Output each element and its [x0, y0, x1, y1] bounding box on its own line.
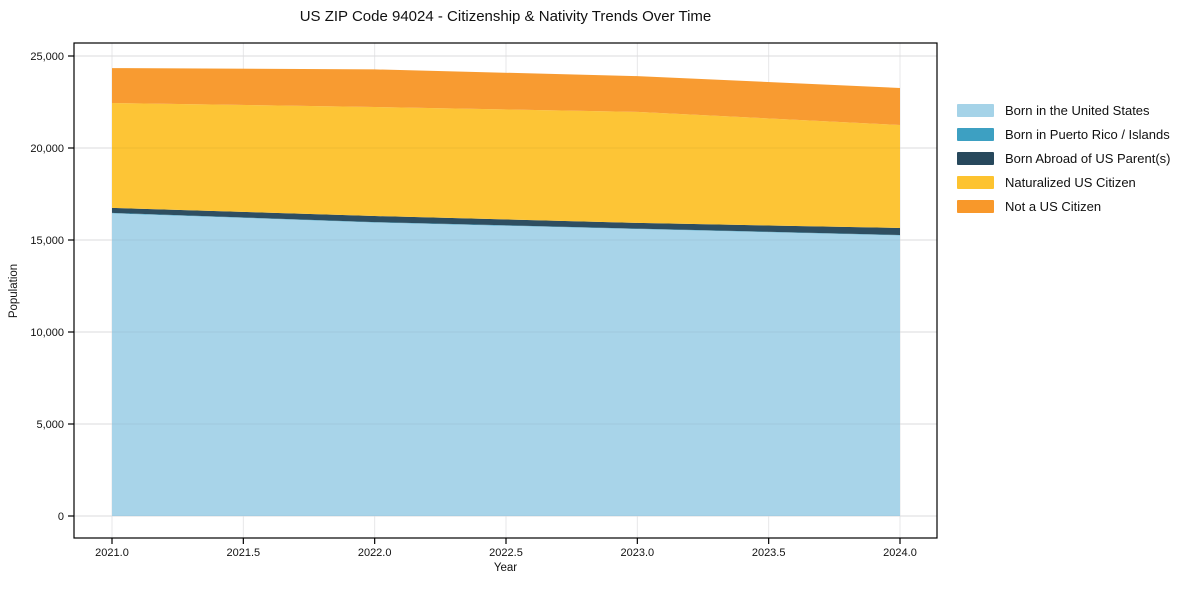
- area-series-1: [112, 212, 900, 236]
- legend-swatch-1: [957, 128, 994, 141]
- legend-swatch-2: [957, 152, 994, 165]
- x-tick-label: 2022.5: [489, 547, 523, 559]
- x-tick-label: 2024.0: [883, 547, 917, 559]
- y-tick-label: 25,000: [30, 51, 64, 63]
- legend-item: Born in the United States: [957, 103, 1170, 118]
- area-series-4: [112, 68, 900, 125]
- x-tick-label: 2023.5: [752, 547, 786, 559]
- area-series-3: [112, 103, 900, 228]
- legend-item: Naturalized US Citizen: [957, 175, 1170, 190]
- x-tick-label: 2021.5: [227, 547, 261, 559]
- area-series-2: [112, 207, 900, 235]
- x-tick-label: 2022.0: [358, 547, 392, 559]
- legend-item: Born Abroad of US Parent(s): [957, 151, 1171, 166]
- legend-item: Born in Puerto Rico / Islands: [957, 127, 1170, 142]
- chart-title: US ZIP Code 94024 - Citizenship & Nativi…: [299, 8, 712, 25]
- legend-swatch-3: [957, 176, 994, 189]
- x-tick-label: 2021.0: [95, 547, 129, 559]
- x-tick-label: 2023.0: [621, 547, 655, 559]
- x-axis-label: Year: [493, 562, 518, 574]
- y-tick-label: 5,000: [36, 419, 64, 431]
- legend-item: Not a US Citizen: [957, 199, 1170, 214]
- y-tick-label: 10,000: [30, 327, 64, 339]
- legend-swatch-4: [957, 200, 994, 213]
- y-tick-label: 0: [58, 511, 64, 523]
- legend-label: Born Abroad of US Parent(s): [1005, 151, 1171, 166]
- legend-label: Naturalized US Citizen: [1005, 175, 1136, 190]
- legend: Born in the United States Born in Puerto…: [957, 103, 1171, 224]
- legend-swatch-0: [957, 104, 994, 117]
- legend-label: Not a US Citizen: [1005, 199, 1102, 214]
- y-axis-label: Population: [8, 263, 20, 319]
- legend-label: Born in Puerto Rico / Islands: [1005, 127, 1170, 142]
- area-series-0: [112, 213, 900, 517]
- y-tick-label: 20,000: [30, 143, 64, 155]
- legend-label: Born in the United States: [1005, 103, 1150, 118]
- y-tick-label: 15,000: [30, 235, 64, 247]
